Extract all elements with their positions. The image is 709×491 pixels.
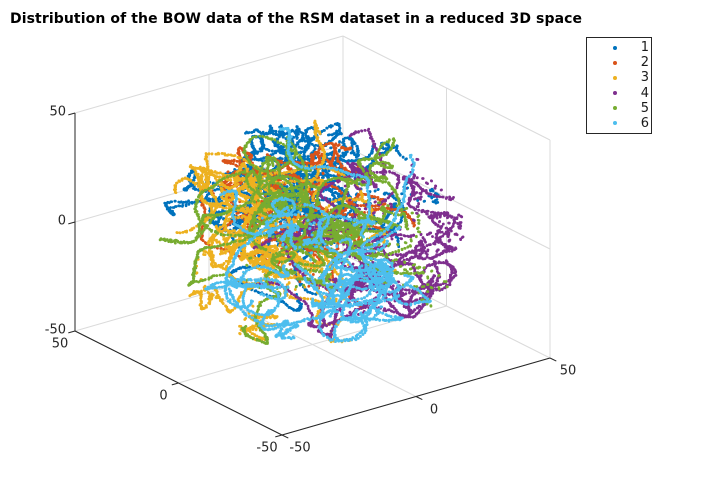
z-axis-tick-label: 0 [57, 213, 66, 229]
x-axis-tick-label: 50 [559, 363, 577, 379]
y-axis-tick-label: 0 [159, 388, 168, 404]
legend-entry-6[interactable]: 6 [587, 116, 651, 130]
legend-entry-label: 5 [640, 100, 649, 116]
legend-entry-label: 4 [640, 85, 649, 101]
legend-entry-4[interactable]: 4 [587, 86, 651, 100]
z-axis-tick-label: -50 [44, 322, 66, 338]
legend-entry-label: 6 [640, 115, 649, 131]
legend-entry-2[interactable]: 2 [587, 56, 651, 70]
legend-entry-label: 2 [640, 55, 649, 71]
legend-entry-label: 1 [640, 40, 649, 56]
legend-entry-5[interactable]: 5 [587, 101, 651, 115]
legend-marker-dot [613, 45, 617, 50]
x-axis-tick-label: -50 [289, 440, 311, 456]
legend-entry-3[interactable]: 3 [587, 71, 651, 85]
legend-marker-dot [613, 60, 617, 65]
y-axis-tick-label: 50 [51, 336, 69, 352]
z-axis-tick-label: 50 [49, 104, 66, 120]
legend-entry-1[interactable]: 1 [587, 41, 651, 55]
y-axis-tick-label: -50 [256, 440, 278, 456]
legend-marker-dot [613, 75, 617, 80]
legend-marker-dot [613, 91, 617, 96]
legend-marker-dot [613, 106, 617, 111]
legend-entry-label: 3 [640, 70, 649, 86]
legend-marker-dot [613, 121, 617, 126]
x-axis-tick-label: 0 [429, 402, 439, 417]
chart-title: Distribution of the BOW data of the RSM … [10, 11, 583, 27]
